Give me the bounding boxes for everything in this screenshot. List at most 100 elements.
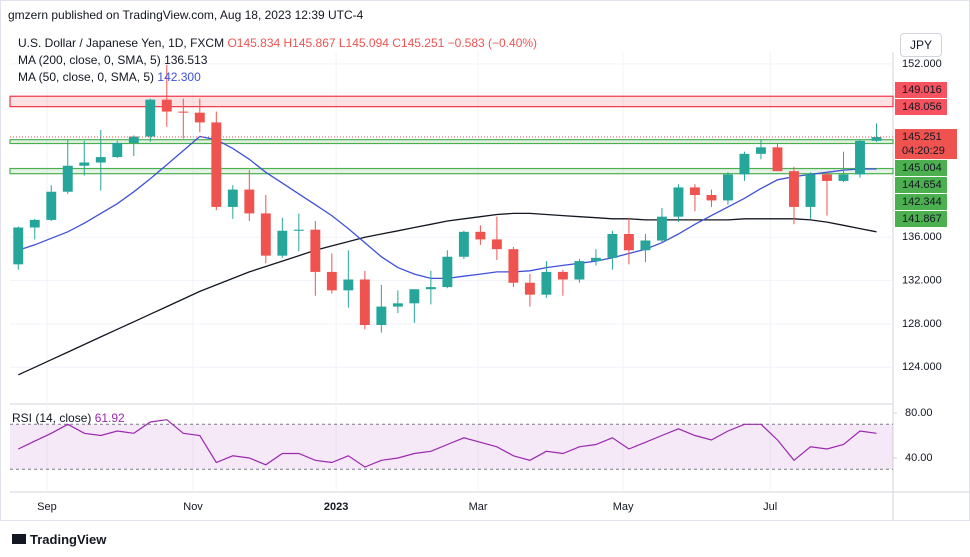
y-tick-label: 128.000 xyxy=(902,318,942,330)
rsi-tick-label: 80.00 xyxy=(905,407,933,419)
candle-body xyxy=(392,303,403,307)
brand-logo xyxy=(12,534,26,544)
rsi-line xyxy=(18,419,877,468)
candle-body xyxy=(789,171,799,207)
brand-text: TradingView xyxy=(30,532,107,547)
candle-body xyxy=(838,174,849,181)
symbol: U.S. Dollar / Japanese Yen, 1D, FXCM xyxy=(18,36,225,50)
countdown: 04:20:29 xyxy=(902,145,945,157)
candle-body xyxy=(79,162,90,166)
y-tick-label: 132.000 xyxy=(902,274,942,286)
zone xyxy=(9,139,894,145)
x-tick-label: Jul xyxy=(763,501,777,513)
y-tick-label: 136.000 xyxy=(902,231,942,243)
candle-body xyxy=(673,187,684,217)
ma-value: 142.300 xyxy=(157,70,201,84)
rsi-tick-label: 40.00 xyxy=(905,452,933,464)
candle-body xyxy=(541,271,552,295)
candle-body xyxy=(161,99,172,112)
x-tick-label: Mar xyxy=(469,501,488,513)
candle-body xyxy=(128,136,139,143)
candle-body xyxy=(524,282,535,295)
candle-body xyxy=(227,189,238,207)
currency-button[interactable]: JPY xyxy=(900,33,943,57)
candle-body xyxy=(640,240,651,251)
ma-name: MA (50, close, 0, SMA, 5) xyxy=(18,70,155,84)
x-tick-label: May xyxy=(613,501,634,513)
candle-body xyxy=(805,174,816,207)
candle-body xyxy=(574,261,585,280)
brand: TradingView xyxy=(12,532,106,547)
level-label: 149.016 xyxy=(902,84,942,96)
candle-body xyxy=(293,229,304,231)
candle-body xyxy=(178,111,189,113)
x-tick-label: Nov xyxy=(183,501,203,513)
candle-body xyxy=(689,187,700,195)
candle-body xyxy=(343,279,354,291)
level-label-bg xyxy=(895,194,947,210)
level-label: 141.867 xyxy=(902,213,942,225)
rsi-band xyxy=(10,424,893,470)
legend-row: U.S. Dollar / Japanese Yen, 1D, FXCM O14… xyxy=(18,36,537,50)
candle-body xyxy=(756,147,766,154)
candle-body xyxy=(475,231,486,240)
candle-body xyxy=(359,279,370,325)
last-price-label: 145.251 xyxy=(902,131,942,143)
publisher: gmzern published on TradingView.com, Aug… xyxy=(8,8,364,22)
candle-body xyxy=(244,189,255,214)
rsi-legend: RSI (14, close) 61.92 xyxy=(12,411,125,425)
candle-body xyxy=(855,140,865,175)
y-tick-label: 124.000 xyxy=(902,361,942,373)
rsi-name: RSI (14, close) xyxy=(12,411,92,425)
candle-body xyxy=(46,191,57,220)
candle-body xyxy=(871,137,882,141)
level-label: 142.344 xyxy=(902,196,942,208)
x-tick-label: 2023 xyxy=(324,501,348,513)
candle-body xyxy=(739,153,750,175)
candle-body xyxy=(656,216,667,241)
candle-body xyxy=(822,174,832,181)
level-label-bg xyxy=(895,160,947,176)
moving-average xyxy=(18,212,877,376)
candle-body xyxy=(145,99,156,137)
ohlc: O145.834 H145.867 L145.094 C145.251 −0.5… xyxy=(227,36,538,50)
y-tick-label: 152.000 xyxy=(902,58,942,70)
candle-body xyxy=(508,249,519,283)
candle-body xyxy=(425,287,436,290)
last-price-bg xyxy=(895,129,957,160)
zone xyxy=(9,167,894,175)
ma-legend: MA (50, close, 0, SMA, 5) 142.300 xyxy=(18,70,201,84)
candle-body xyxy=(211,122,222,207)
rsi-value: 61.92 xyxy=(94,411,125,425)
candle-body xyxy=(62,165,73,192)
candle-body xyxy=(277,230,288,256)
candle-body xyxy=(260,213,271,256)
candle-body xyxy=(491,239,502,250)
level-label-bg xyxy=(895,177,947,193)
candle-body xyxy=(706,195,717,201)
level-label: 144.654 xyxy=(902,179,942,191)
candle-body xyxy=(326,271,337,291)
candle-body xyxy=(458,231,469,257)
candle-body xyxy=(194,112,205,123)
candle-body xyxy=(29,219,40,228)
candle-body xyxy=(623,234,634,251)
ma-value: 136.513 xyxy=(164,53,208,67)
level-label-bg xyxy=(895,211,947,227)
level-label: 145.004 xyxy=(902,162,942,174)
candle-body xyxy=(607,234,618,258)
level-label: 148.056 xyxy=(902,101,942,113)
candle-body xyxy=(95,157,106,163)
zone xyxy=(9,95,894,108)
candle-body xyxy=(723,174,733,201)
candle-body xyxy=(112,143,123,158)
candle-body xyxy=(590,257,601,262)
ma-legend: MA (200, close, 0, SMA, 5) 136.513 xyxy=(18,53,207,67)
candle-body xyxy=(772,147,783,172)
candle-body xyxy=(557,271,568,280)
candle-body xyxy=(442,256,453,288)
moving-average xyxy=(18,135,877,280)
level-label-bg xyxy=(895,99,947,115)
candle-body xyxy=(409,289,420,304)
